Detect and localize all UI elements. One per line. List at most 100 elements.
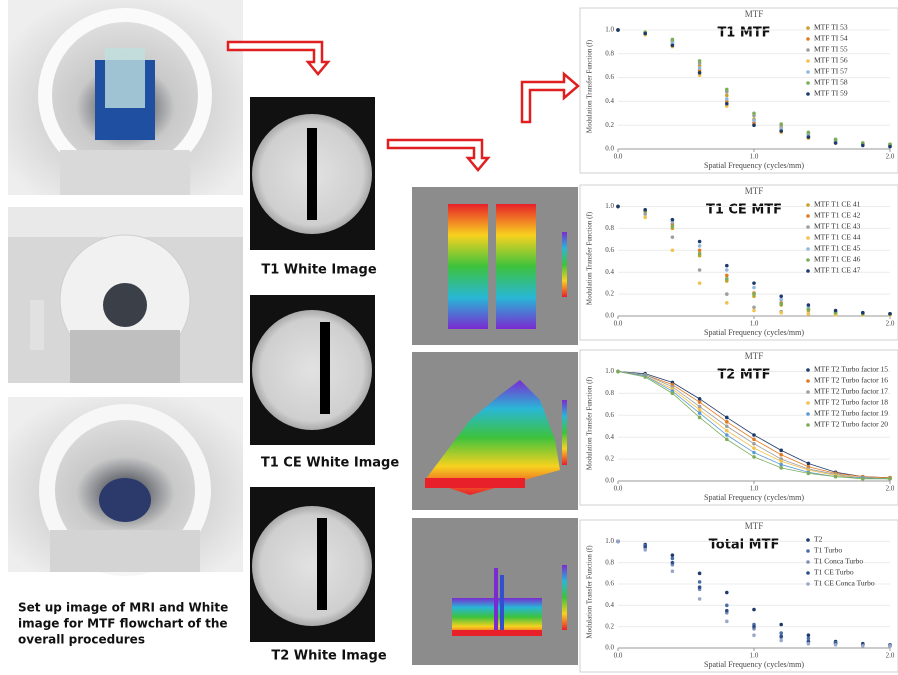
- data-point: [643, 548, 647, 552]
- caption: Set up image of MRI and White: [18, 601, 228, 615]
- data-point: [752, 442, 756, 446]
- chart-label: Total MTF: [709, 538, 780, 553]
- data-point: [698, 416, 702, 420]
- data-point: [671, 38, 675, 42]
- y-tick-label: 0.8: [605, 224, 614, 232]
- data-point: [752, 281, 756, 285]
- data-point: [698, 244, 702, 248]
- data-point: [698, 572, 702, 576]
- data-point: [779, 639, 783, 643]
- x-tick-label: 1.0: [750, 153, 759, 161]
- legend-label: T2: [814, 535, 823, 544]
- data-point: [752, 111, 756, 115]
- legend-label: MTF T1 CE 42: [814, 211, 861, 220]
- x-tick-label: 2.0: [886, 153, 895, 161]
- data-point: [698, 71, 702, 75]
- legend-marker: [806, 560, 810, 564]
- data-point: [779, 631, 783, 635]
- flow-arrow: [522, 74, 578, 122]
- data-point: [807, 312, 811, 316]
- data-point: [725, 620, 729, 624]
- data-point: [752, 305, 756, 309]
- x-tick-label: 0.0: [614, 652, 623, 660]
- legend-label: MTF T1 CE 43: [814, 222, 861, 231]
- data-point: [752, 451, 756, 455]
- image-label: T1 CE White Image: [261, 456, 399, 471]
- data-point: [698, 408, 702, 412]
- data-point: [861, 644, 865, 648]
- data-point: [725, 94, 729, 98]
- data-point: [807, 633, 811, 637]
- legend-marker: [806, 401, 810, 405]
- data-point: [671, 569, 675, 573]
- data-point: [698, 397, 702, 401]
- y-tick-label: 0.6: [605, 246, 614, 254]
- data-point: [779, 463, 783, 467]
- data-point: [616, 540, 620, 544]
- y-axis-label: Modulation Transfer Function (f): [586, 211, 594, 305]
- legend-marker: [806, 26, 810, 30]
- x-tick-label: 2.0: [886, 485, 895, 493]
- data-point: [698, 240, 702, 244]
- legend-label: MTF TI 54: [814, 34, 848, 43]
- x-tick-label: 2.0: [886, 320, 895, 328]
- legend-marker: [806, 538, 810, 542]
- data-point: [725, 277, 729, 281]
- data-point: [616, 205, 620, 209]
- data-point: [807, 637, 811, 641]
- y-tick-label: 0.4: [605, 268, 614, 276]
- legend-marker: [806, 214, 810, 218]
- data-point: [834, 643, 838, 647]
- data-point: [698, 59, 702, 63]
- data-point: [752, 286, 756, 290]
- data-point: [834, 141, 838, 145]
- data-point: [807, 462, 811, 466]
- data-point: [861, 477, 865, 481]
- legend-label: T1 Turbo: [814, 546, 842, 555]
- x-axis-label: Spatial Frequency (cycles/mm): [704, 493, 804, 502]
- data-point: [698, 248, 702, 252]
- data-point: [698, 585, 702, 589]
- data-point: [698, 580, 702, 584]
- data-point: [671, 561, 675, 565]
- data-point: [643, 208, 647, 212]
- y-tick-label: 0.8: [605, 49, 614, 57]
- data-point: [698, 281, 702, 285]
- data-point: [725, 102, 729, 106]
- data-point: [671, 248, 675, 252]
- y-tick-label: 1.0: [605, 26, 614, 34]
- chart-label: T2 MTF: [717, 368, 770, 383]
- data-point: [752, 608, 756, 612]
- data-point: [779, 122, 783, 126]
- data-point: [698, 597, 702, 601]
- legend-marker: [806, 59, 810, 63]
- data-point: [807, 642, 811, 646]
- y-tick-label: 0.8: [605, 558, 614, 566]
- data-point: [643, 212, 647, 216]
- legend-label: MTF T2 Turbo factor 15: [814, 365, 888, 374]
- x-tick-label: 0.0: [614, 153, 623, 161]
- legend-label: MTF T1 CE 47: [814, 266, 861, 275]
- legend-marker: [806, 390, 810, 394]
- legend-label: MTF T1 CE 44: [814, 233, 861, 242]
- legend-label: MTF TI 56: [814, 56, 848, 65]
- mri-photo: [8, 397, 243, 572]
- data-point: [779, 623, 783, 627]
- chart-title: MTF: [745, 9, 764, 19]
- mri-photo: [8, 0, 243, 195]
- legend-marker: [806, 48, 810, 52]
- data-point: [752, 292, 756, 296]
- data-point: [779, 453, 783, 457]
- data-point: [725, 268, 729, 272]
- data-point: [725, 416, 729, 420]
- image-label: T1 White Image: [261, 263, 377, 278]
- chart-title: MTF: [745, 351, 764, 361]
- data-point: [725, 292, 729, 296]
- legend-marker: [806, 423, 810, 427]
- legend-marker: [806, 258, 810, 262]
- legend-label: MTF T2 Turbo factor 16: [814, 376, 888, 385]
- y-tick-label: 0.4: [605, 433, 614, 441]
- data-point: [698, 411, 702, 415]
- chart-label: T1 CE MTF: [706, 203, 782, 218]
- data-point: [671, 218, 675, 222]
